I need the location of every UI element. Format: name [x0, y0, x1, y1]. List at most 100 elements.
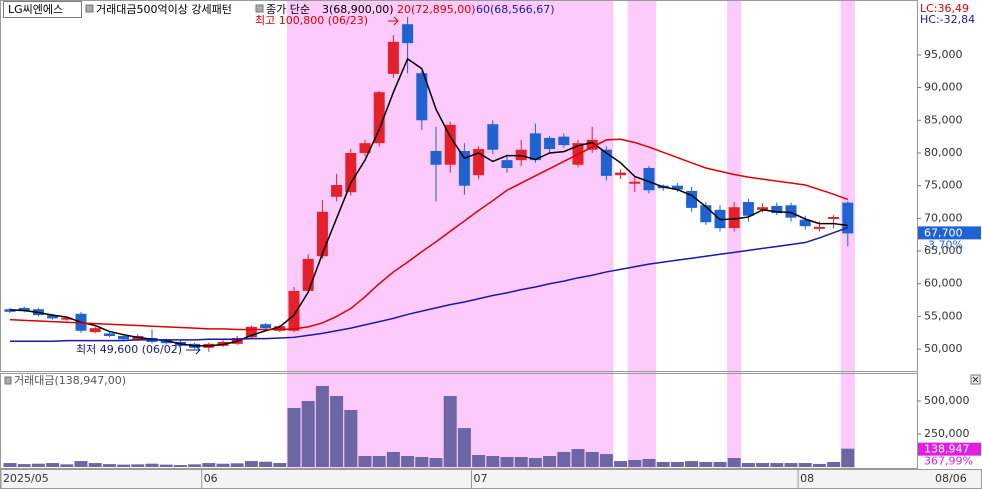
volume-bar	[344, 409, 358, 467]
volume-bar	[301, 401, 315, 467]
symbol-box[interactable]	[3, 1, 82, 18]
candle-body	[671, 185, 683, 190]
volume-bar	[60, 464, 74, 467]
candle-body	[728, 207, 740, 229]
candle-body	[742, 201, 754, 216]
last-price-box	[918, 226, 981, 240]
candle-body	[473, 149, 485, 176]
legend-entry: 3(68,900,00)	[322, 3, 394, 16]
volume-bar	[46, 463, 60, 467]
volume-bar	[202, 463, 216, 467]
candle-body	[813, 226, 825, 229]
volume-bar	[230, 463, 244, 467]
x-tick-label: 07	[474, 472, 488, 485]
y-tick-label: 55,000	[924, 309, 963, 322]
symbol: LG씨엔에스	[8, 3, 63, 16]
candle-body	[629, 181, 641, 184]
ma-line	[9, 57, 848, 347]
volume-bar	[131, 464, 145, 467]
legend-entry: 60(68,566,67)	[476, 3, 555, 16]
volume-label: 거래대금(138,947,00)	[14, 374, 126, 387]
volume-bar	[770, 463, 784, 467]
volume-bar	[614, 461, 628, 467]
candle-body	[331, 185, 343, 197]
low-annotation: 최저 49,600 (06/02)	[76, 343, 182, 356]
candle-body	[444, 124, 456, 165]
volume-bar	[315, 385, 329, 467]
candle-body	[89, 328, 101, 333]
volume-bar	[287, 407, 301, 467]
candle-body	[288, 290, 300, 331]
volume-bar	[557, 451, 571, 467]
volume-bar	[244, 461, 258, 467]
hc-label: HC:-32,84	[920, 13, 975, 26]
volume-bar	[74, 461, 88, 467]
volume-bar	[457, 428, 471, 467]
candle-body	[387, 41, 399, 74]
candle-body	[359, 143, 371, 153]
candle-body	[544, 137, 556, 150]
candle-body	[828, 217, 840, 219]
icon	[85, 4, 94, 13]
candle-body	[615, 172, 627, 176]
y-tick-label: 250,000	[924, 427, 970, 440]
ma-line	[9, 138, 849, 331]
volume-bar	[827, 461, 841, 467]
volume-bar	[699, 461, 713, 467]
x-tick-label: 06	[204, 472, 218, 485]
volume-bar	[599, 454, 613, 467]
volume-bar	[401, 456, 415, 467]
ma-line	[10, 227, 849, 342]
last-volume: 138,947	[924, 443, 970, 456]
icon	[4, 376, 12, 385]
volume-bar	[784, 463, 798, 467]
last-change: -3,70%	[924, 238, 963, 251]
volume-bar	[812, 463, 826, 467]
volume-bar	[571, 449, 585, 467]
volume-bar	[543, 456, 557, 467]
y-tick-label: 65,000	[924, 244, 963, 257]
close-icon	[972, 376, 979, 383]
volume-bar	[528, 458, 542, 467]
last-volume-box	[918, 442, 981, 456]
x-tick-label: 08/06	[935, 472, 967, 485]
volume-bar	[145, 463, 159, 467]
candle-body	[274, 326, 286, 331]
candle-body	[18, 307, 30, 312]
candle-body	[600, 149, 612, 176]
volume-bar	[372, 456, 386, 467]
y-tick-label: 80,000	[924, 146, 963, 159]
volume-bar	[756, 463, 770, 467]
volume-bar	[486, 456, 500, 467]
lc-label: LC:36,49	[920, 2, 969, 15]
volume-bar	[3, 463, 17, 467]
candle-body	[771, 205, 783, 214]
candle-body	[345, 152, 357, 193]
signal-highlight	[286, 1, 614, 469]
volume-bar	[173, 465, 187, 467]
candle-body	[529, 133, 541, 161]
candle-body	[501, 160, 513, 169]
candle-body	[160, 339, 172, 344]
volume-bar	[31, 463, 45, 467]
x-tick-label: 08	[800, 472, 814, 485]
candle-body	[430, 151, 442, 165]
volume-bar	[386, 451, 400, 467]
volume-bar	[216, 463, 230, 467]
y-tick-label: 95,000	[924, 48, 963, 61]
candle-body	[416, 73, 428, 121]
last-price: 67,700	[924, 226, 963, 239]
signal-highlight	[627, 1, 657, 469]
volume-bar	[841, 448, 855, 467]
subtitle: 거래대금500억이상 강세패턴	[96, 3, 232, 16]
x-tick-label: 2025/05	[3, 472, 49, 485]
candle-body	[686, 190, 698, 208]
candle-body	[558, 136, 570, 146]
candle-body	[61, 317, 73, 320]
volume-bar	[117, 464, 131, 467]
volume-bar	[472, 454, 486, 467]
volume-bar	[429, 458, 443, 467]
candle-body	[757, 207, 769, 210]
y-tick-label: 500,000	[924, 394, 970, 407]
